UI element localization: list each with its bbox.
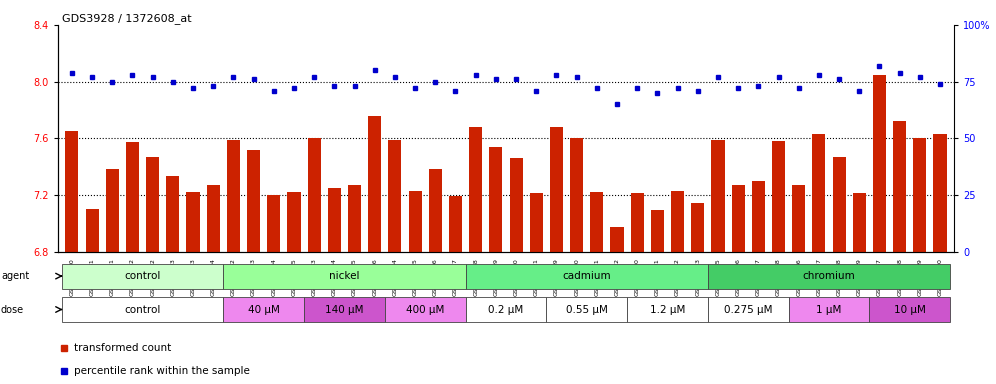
- Text: GDS3928 / 1372608_at: GDS3928 / 1372608_at: [62, 13, 191, 24]
- Bar: [813, 134, 826, 252]
- Text: transformed count: transformed count: [74, 343, 171, 354]
- Bar: [465, 297, 547, 322]
- Bar: [308, 138, 321, 252]
- Text: 1 μM: 1 μM: [817, 305, 842, 314]
- Text: 140 μM: 140 μM: [326, 305, 364, 314]
- Bar: [62, 264, 223, 288]
- Bar: [66, 131, 79, 252]
- Bar: [465, 264, 708, 288]
- Bar: [106, 169, 119, 252]
- Bar: [872, 74, 886, 252]
- Bar: [772, 141, 785, 252]
- Bar: [348, 185, 362, 252]
- Bar: [428, 169, 442, 252]
- Bar: [650, 210, 664, 252]
- Bar: [627, 297, 708, 322]
- Bar: [792, 185, 806, 252]
- Text: 1.2 μM: 1.2 μM: [649, 305, 685, 314]
- Bar: [510, 158, 523, 252]
- Bar: [206, 185, 220, 252]
- Bar: [570, 138, 584, 252]
- Bar: [893, 121, 906, 252]
- Bar: [166, 177, 179, 252]
- Text: 0.2 μM: 0.2 μM: [488, 305, 524, 314]
- Bar: [223, 264, 465, 288]
- Bar: [384, 297, 465, 322]
- Text: dose: dose: [1, 305, 24, 314]
- Bar: [691, 204, 704, 252]
- Bar: [449, 196, 462, 252]
- Bar: [711, 140, 724, 252]
- Bar: [125, 142, 139, 252]
- Bar: [789, 297, 870, 322]
- Bar: [611, 227, 623, 252]
- Bar: [933, 134, 946, 252]
- Bar: [408, 190, 421, 252]
- Bar: [870, 297, 950, 322]
- Bar: [146, 157, 159, 252]
- Text: cadmium: cadmium: [563, 271, 611, 281]
- Bar: [752, 181, 765, 252]
- Bar: [247, 150, 260, 252]
- Bar: [388, 140, 401, 252]
- Text: 10 μM: 10 μM: [893, 305, 925, 314]
- Text: 40 μM: 40 μM: [248, 305, 280, 314]
- Text: 400 μM: 400 μM: [406, 305, 444, 314]
- Text: control: control: [124, 305, 160, 314]
- Bar: [547, 297, 627, 322]
- Bar: [853, 194, 866, 252]
- Bar: [86, 209, 99, 252]
- Text: agent: agent: [1, 271, 29, 281]
- Bar: [833, 157, 846, 252]
- Bar: [671, 190, 684, 252]
- Bar: [288, 192, 301, 252]
- Bar: [550, 127, 563, 252]
- Bar: [62, 297, 223, 322]
- Bar: [328, 188, 341, 252]
- Bar: [304, 297, 384, 322]
- Bar: [489, 147, 502, 252]
- Bar: [530, 194, 543, 252]
- Bar: [732, 185, 745, 252]
- Bar: [708, 297, 789, 322]
- Text: control: control: [124, 271, 160, 281]
- Bar: [469, 127, 482, 252]
- Bar: [591, 192, 604, 252]
- Bar: [369, 116, 381, 252]
- Bar: [630, 194, 643, 252]
- Bar: [708, 264, 950, 288]
- Bar: [267, 195, 280, 252]
- Bar: [186, 192, 199, 252]
- Bar: [223, 297, 304, 322]
- Text: 0.55 μM: 0.55 μM: [566, 305, 608, 314]
- Text: 0.275 μM: 0.275 μM: [724, 305, 773, 314]
- Bar: [913, 138, 926, 252]
- Text: chromium: chromium: [803, 271, 856, 281]
- Text: nickel: nickel: [330, 271, 360, 281]
- Text: percentile rank within the sample: percentile rank within the sample: [74, 366, 250, 376]
- Bar: [227, 140, 240, 252]
